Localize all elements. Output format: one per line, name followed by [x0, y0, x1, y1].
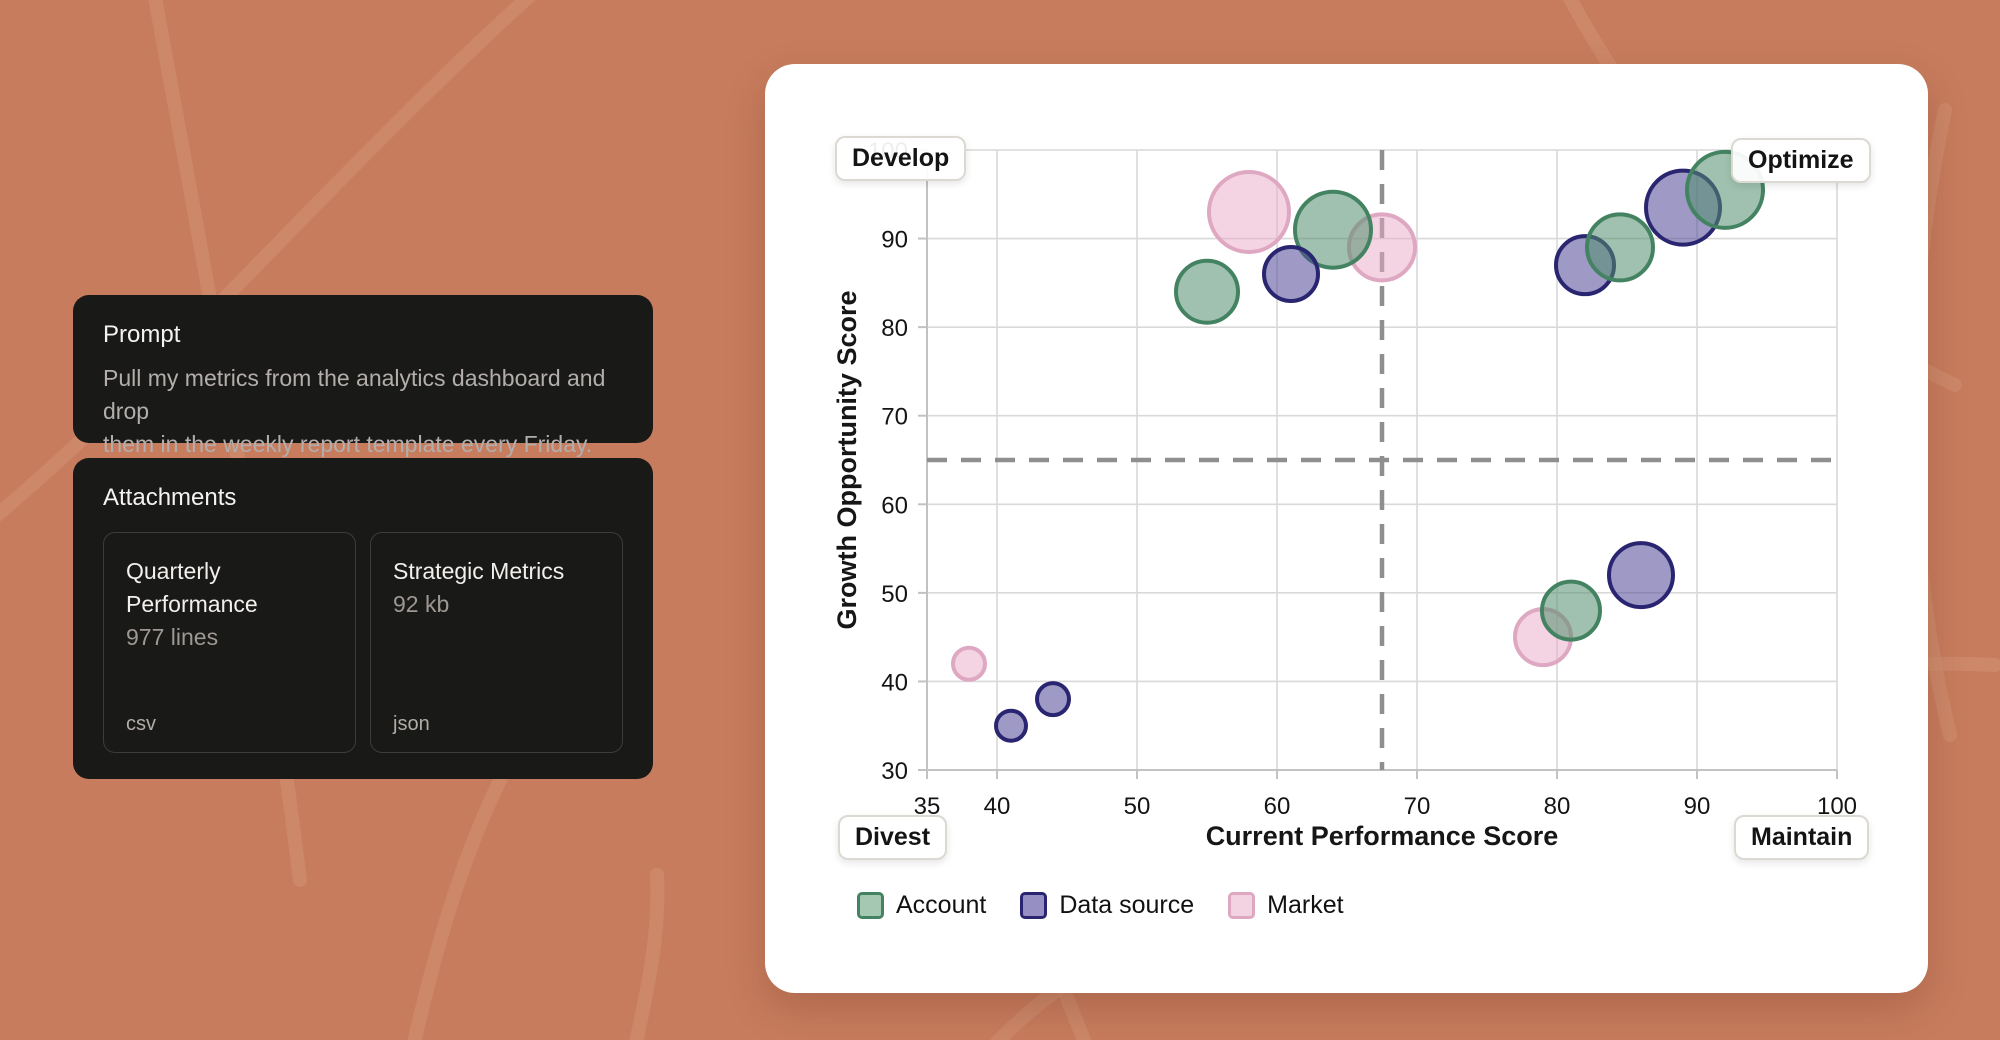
bubble-data-source	[1607, 541, 1675, 610]
prompt-panel: Prompt Pull my metrics from the analytic…	[73, 295, 653, 457]
bubble-market	[951, 645, 987, 682]
x-axis-title: Current Performance Score	[1205, 821, 1559, 851]
attachment-filetype: csv	[126, 713, 156, 735]
y-tick-label: 70	[881, 404, 908, 431]
prompt-body: Pull my metrics from the analytics dashb…	[103, 365, 606, 457]
chart-card: 3540506070809010030405060708090100 Devel…	[765, 64, 1928, 993]
bubble-data-source	[1035, 681, 1071, 718]
y-tick-label: 60	[881, 492, 908, 519]
quadrant-badge-optimize: Optimize	[1731, 138, 1871, 183]
y-axis-title: Growth Opportunity Score	[832, 290, 862, 630]
bubble-data-source	[994, 708, 1028, 743]
y-tick-label: 90	[881, 227, 908, 254]
y-tick-label: 40	[881, 669, 908, 696]
attachments-panel: Attachments Quarterly Performance 977 li…	[73, 458, 653, 779]
attachment-detail: 92 kb	[393, 591, 450, 617]
x-tick-label: 80	[1544, 793, 1571, 820]
legend-item-market: Market	[1228, 891, 1344, 920]
x-tick-label: 70	[1404, 793, 1431, 820]
quadrant-badge-develop: Develop	[835, 136, 967, 181]
x-tick-label: 50	[1124, 793, 1151, 820]
y-tick-label: 80	[881, 315, 908, 342]
bubble-account	[1293, 189, 1373, 270]
attachment-name: Strategic Metrics	[393, 558, 565, 584]
bubble-account	[1585, 212, 1655, 283]
legend-label: Data source	[1059, 891, 1195, 919]
attachment-detail: 977 lines	[126, 624, 219, 650]
bubble-data-source	[1262, 245, 1320, 303]
bubble-account	[1174, 258, 1240, 325]
legend-item-data-source: Data source	[1020, 891, 1194, 920]
x-tick-label: 90	[1684, 793, 1711, 820]
bubble-account	[1540, 579, 1602, 642]
bubble-market	[1207, 170, 1291, 254]
attachment-cards-row: Quarterly Performance 977 lines csv Stra…	[103, 532, 623, 753]
legend-item-account: Account	[857, 891, 986, 920]
x-tick-label: 40	[984, 793, 1011, 820]
legend-swatch-account	[857, 892, 884, 919]
attachment-name: Quarterly Performance	[126, 558, 258, 617]
quadrant-badge-divest: Divest	[838, 815, 948, 860]
y-tick-label: 30	[881, 758, 908, 785]
prompt-title: Prompt	[103, 321, 181, 348]
attachment-card-strategic-metrics[interactable]: Strategic Metrics 92 kb json	[370, 532, 623, 753]
attachment-filetype: json	[393, 713, 430, 735]
quadrant-badge-maintain: Maintain	[1734, 815, 1870, 860]
legend: Account Data source Market	[857, 891, 1344, 920]
y-tick-label: 50	[881, 581, 908, 608]
x-tick-label: 60	[1264, 793, 1291, 820]
legend-swatch-data-source	[1020, 892, 1048, 919]
legend-swatch-market	[1228, 892, 1256, 919]
legend-label: Account	[896, 891, 987, 919]
legend-label: Market	[1267, 891, 1344, 919]
attachments-title: Attachments	[103, 484, 237, 511]
attachment-card-quarterly-performance[interactable]: Quarterly Performance 977 lines csv	[103, 532, 356, 753]
